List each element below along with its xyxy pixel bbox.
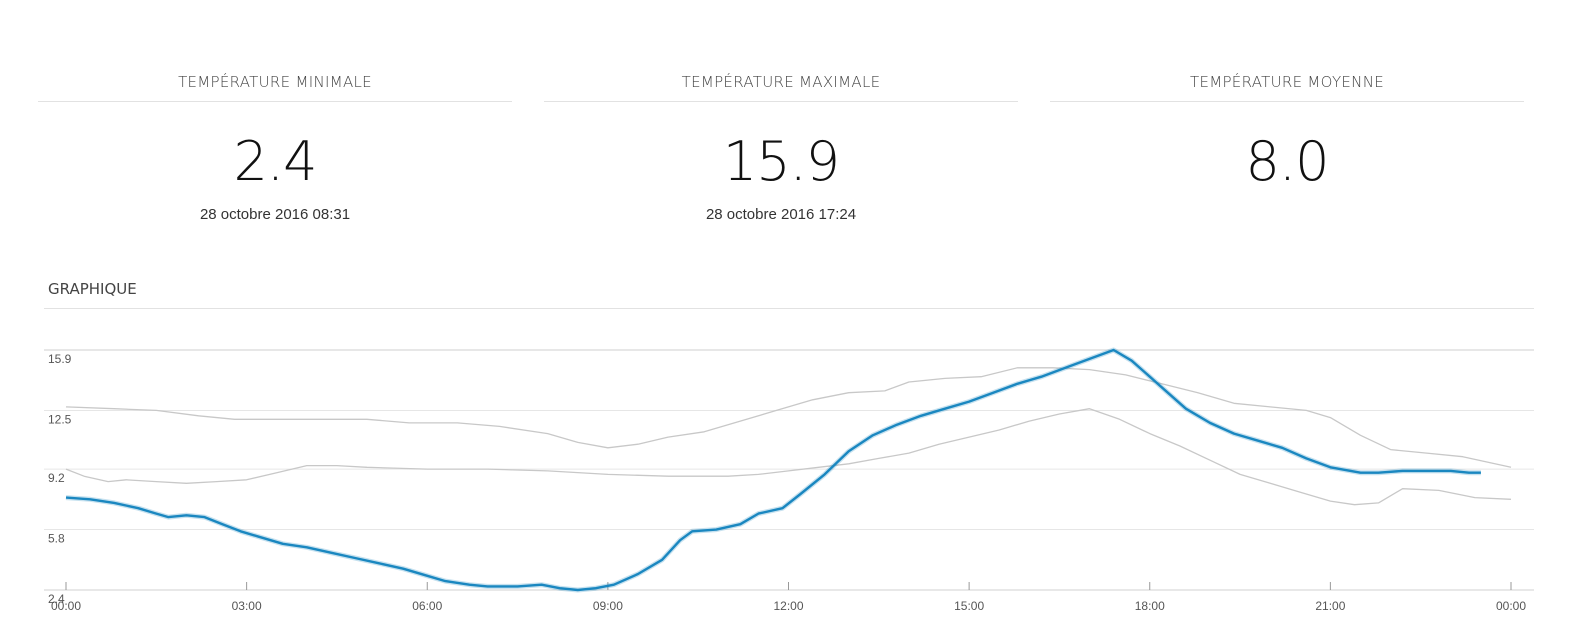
stat-min-title: TEMPÉRATURE MINIMALE bbox=[178, 73, 372, 91]
x-tick-label: 12:00 bbox=[773, 599, 803, 613]
stat-max-date: 28 octobre 2016 17:24 bbox=[705, 206, 857, 223]
stat-avg-title: TEMPÉRATURE MOYENNE bbox=[1189, 73, 1384, 91]
x-tick-label: 03:00 bbox=[232, 599, 262, 613]
stat-avg: TEMPÉRATURE MOYENNE 8.0 bbox=[1050, 60, 1524, 224]
x-tick-label: 09:00 bbox=[593, 599, 623, 613]
stat-max-value: 15.9 bbox=[722, 130, 840, 193]
series-line-main bbox=[65, 348, 1481, 592]
y-tick-label: 5.8 bbox=[48, 532, 65, 546]
series-line-lower bbox=[65, 408, 1512, 506]
x-tick-label: 15:00 bbox=[954, 599, 984, 613]
series-main-glow bbox=[65, 347, 1481, 593]
y-tick-label: 12.5 bbox=[48, 412, 72, 426]
series-line-upper bbox=[65, 367, 1512, 468]
stat-min-value: 2.4 bbox=[233, 130, 318, 193]
stat-max-divider bbox=[544, 101, 1018, 102]
stat-min: TEMPÉRATURE MINIMALE 2.4 28 octobre 2016… bbox=[38, 60, 512, 224]
x-tick-label: 06:00 bbox=[412, 599, 442, 613]
x-tick-label: 21:00 bbox=[1315, 599, 1345, 613]
section-title: GRAPHIQUE bbox=[48, 280, 137, 298]
section-divider bbox=[44, 308, 1534, 309]
stat-avg-value: 8.0 bbox=[1245, 130, 1330, 193]
y-tick-label: 2.4 bbox=[48, 592, 65, 606]
x-tick-label: 18:00 bbox=[1135, 599, 1165, 613]
x-tick-label: 00:00 bbox=[51, 599, 81, 613]
stat-min-date: 28 octobre 2016 08:31 bbox=[199, 206, 351, 223]
y-tick-label: 9.2 bbox=[48, 471, 65, 485]
stat-max-title: TEMPÉRATURE MAXIMALE bbox=[681, 73, 881, 91]
stat-avg-divider bbox=[1050, 101, 1524, 102]
x-tick-label: 00:00 bbox=[1496, 599, 1526, 613]
stat-min-divider bbox=[38, 101, 512, 102]
stat-max: TEMPÉRATURE MAXIMALE 15.9 28 octobre 201… bbox=[544, 60, 1018, 224]
y-tick-label: 15.9 bbox=[48, 352, 72, 366]
